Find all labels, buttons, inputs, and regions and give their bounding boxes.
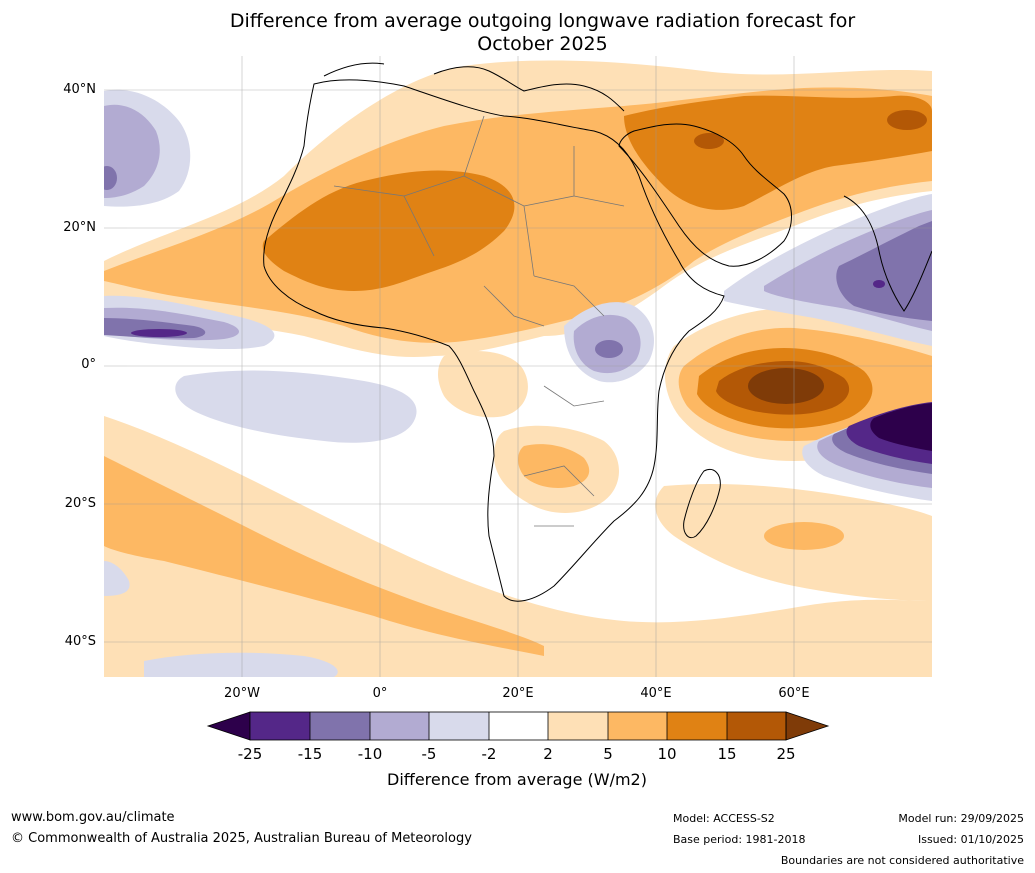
anomaly-east-africa-core: [595, 340, 623, 358]
colorbar-frame: [249, 711, 787, 741]
colorbar-level-3: -10: [357, 745, 383, 763]
lon-label-0: 0°: [372, 686, 388, 701]
colorbar-bin-2: [310, 712, 370, 740]
lon-label-60e: 60°E: [778, 686, 810, 701]
colorbar-max-arrow: [785, 711, 830, 741]
lat-label-40s: 40°S: [64, 634, 96, 649]
anomaly-central-africa-light: [438, 351, 528, 418]
colorbar-bin-1: [250, 712, 310, 740]
colorbar-bin-8: [667, 712, 727, 740]
country-borders: [333, 115, 625, 527]
colorbar: [206, 711, 830, 741]
colorbar-level-1: -25: [237, 745, 263, 763]
lat-label-20n: 20°N: [63, 220, 96, 235]
colorbar-level-9: 15: [717, 745, 737, 763]
title-line-2: October 2025: [477, 33, 608, 55]
lon-label-20w: 20°W: [224, 686, 260, 701]
coastline-arabia: [618, 123, 792, 267]
anomaly-south-atlantic-medium: [104, 456, 544, 656]
footer-issued: Issued: 01/10/2025: [917, 833, 1024, 846]
lat-label-0: 0°: [81, 357, 96, 372]
footer-copyright: © Commonwealth of Australia 2025, Austra…: [11, 831, 472, 846]
lon-label-20e: 20°E: [502, 686, 534, 701]
gridlines: [104, 56, 932, 677]
colorbar-level-4: -5: [421, 745, 437, 763]
footer-disclaimer: Boundaries are not considered authoritat…: [780, 854, 1024, 867]
anomaly-india-core: [873, 280, 885, 288]
coastline-africa: [263, 79, 725, 602]
colorbar-bin-6: [548, 712, 608, 740]
title-line-1: Difference from average outgoing longwav…: [229, 10, 856, 32]
anomaly-atlantic-core: [131, 329, 187, 337]
coastline-madagascar: [683, 469, 721, 539]
olr-anomaly-map: [104, 56, 932, 677]
anomaly-west-south-purple: [104, 561, 130, 596]
colorbar-bin-3: [370, 712, 429, 740]
footer-website: www.bom.gov.au/climate: [11, 810, 175, 825]
anomaly-iran-hotspot: [887, 110, 927, 130]
anomaly-sio-core: [870, 403, 932, 451]
anomaly-north-atlantic-medium: [104, 104, 160, 198]
footer-base-period: Base period: 1981-2018: [673, 833, 806, 846]
anomaly-north-atlantic-core: [104, 166, 117, 190]
anomaly-south-atlantic-light: [104, 416, 932, 677]
anomaly-south-atlantic-purple: [175, 370, 417, 443]
colorbar-bin-9: [727, 712, 786, 740]
anomaly-far-south-purple: [144, 652, 338, 677]
colorbar-level-2: -15: [297, 745, 323, 763]
lat-label-20s: 20°S: [64, 496, 96, 511]
footer-model-run: Model run: 29/09/2025: [898, 812, 1024, 825]
coastline-india: [843, 195, 932, 312]
anomaly-southern-africa-medium: [518, 444, 590, 488]
anomaly-iraq-spot: [694, 133, 724, 149]
colorbar-title: Difference from average (W/m2): [387, 770, 647, 789]
lon-label-40e: 40°E: [640, 686, 672, 701]
colorbar-level-10: 25: [776, 745, 796, 763]
anomaly-madagascar-east: [764, 522, 844, 550]
colorbar-dividers: [309, 712, 728, 740]
coastlines: [263, 62, 932, 602]
map-panel: [104, 56, 932, 677]
colorbar-bin-4: [429, 712, 489, 740]
colorbar-level-7: 5: [603, 745, 613, 763]
anomaly-arabia-dark: [624, 95, 932, 210]
footer-model: Model: ACCESS-S2: [673, 812, 775, 825]
coastline-europe: [323, 62, 625, 112]
anomaly-sahel-dark: [262, 170, 515, 291]
colorbar-level-8: 10: [657, 745, 677, 763]
colorbar-bin-5: [489, 712, 548, 740]
anomaly-wio-core: [748, 368, 824, 404]
colorbar-min-arrow: [206, 711, 251, 741]
colorbar-level-5: -2: [481, 745, 497, 763]
lat-label-40n: 40°N: [63, 82, 96, 97]
map-title: Difference from average outgoing longwav…: [150, 10, 935, 56]
colorbar-bin-7: [608, 712, 667, 740]
colorbar-level-6: 2: [543, 745, 553, 763]
